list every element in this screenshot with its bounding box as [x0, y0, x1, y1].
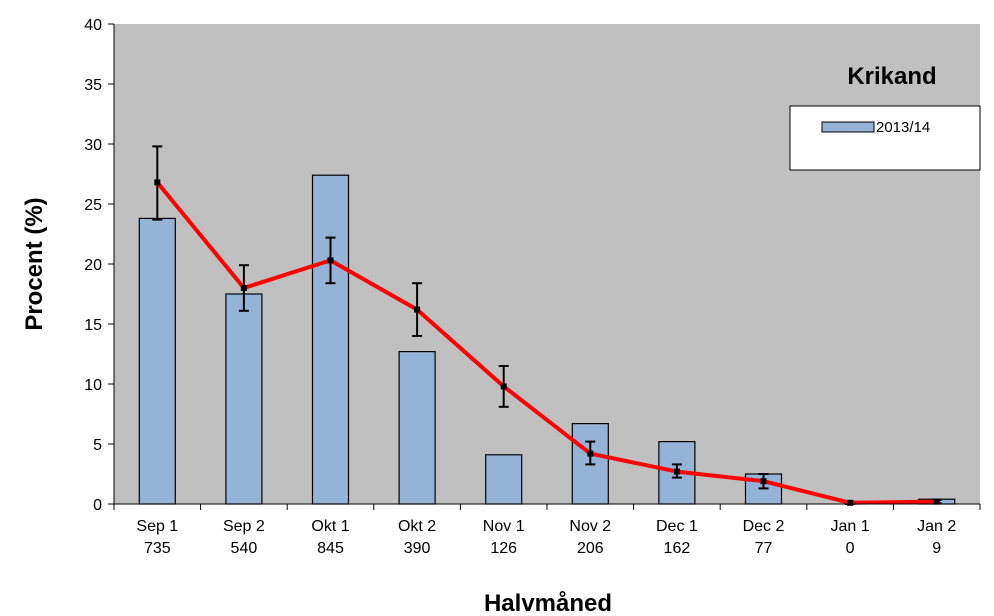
- x-tick-count-1: 540: [231, 540, 258, 557]
- y-tick-label-1: 5: [93, 437, 102, 454]
- chart-title: Krikand: [847, 63, 936, 90]
- x-tick-label-0: Sep 1: [136, 518, 178, 535]
- y-tick-label-4: 20: [84, 257, 102, 274]
- bar-1: [225, 293, 263, 505]
- y-tick-label-8: 40: [84, 17, 102, 34]
- x-tick-label-3: Okt 2: [398, 518, 436, 535]
- line-point-6: [673, 468, 680, 475]
- line-point-8: [847, 499, 854, 506]
- x-tick-count-3: 390: [404, 540, 431, 557]
- line-point-2: [327, 257, 334, 264]
- x-tick-count-7: 77: [755, 540, 773, 557]
- line-point-9: [933, 498, 940, 505]
- y-tick-label-3: 15: [84, 317, 102, 334]
- bar-3: [398, 351, 436, 505]
- bar-2: [311, 174, 350, 505]
- line-point-1: [240, 285, 247, 291]
- x-tick-count-2: 845: [317, 540, 344, 557]
- x-tick-label-9: Jan 2: [917, 518, 956, 535]
- x-tick-count-0: 735: [144, 540, 171, 557]
- line-point-0: [154, 179, 161, 186]
- bar-0: [138, 217, 176, 505]
- x-tick-count-5: 206: [577, 540, 604, 557]
- x-tick-label-4: Nov 1: [483, 518, 525, 535]
- x-tick-label-7: Dec 2: [743, 518, 785, 535]
- legend-label: 2013/14: [876, 119, 930, 136]
- y-tick-label-6: 30: [84, 137, 102, 154]
- x-tick-count-6: 162: [664, 540, 691, 557]
- x-tick-label-5: Nov 2: [569, 518, 611, 535]
- y-axis-title: Procent (%): [21, 197, 48, 330]
- y-tick-label-7: 35: [84, 77, 102, 94]
- x-tick-label-8: Jan 1: [831, 518, 870, 535]
- y-axis: 0 5 10 15 20 25 30 35 40: [84, 17, 115, 514]
- x-tick-count-4: 126: [490, 540, 517, 557]
- x-tick-count-8: 0: [846, 540, 855, 557]
- legend-box: [789, 105, 981, 171]
- y-tick-label-2: 10: [84, 377, 102, 394]
- series-line: [155, 181, 937, 505]
- legend-swatch: [821, 121, 875, 133]
- x-axis: Sep 1 735 Sep 2 540 Okt 1 845 Okt 2 390 Nov 1 126…: [113, 503, 981, 557]
- x-axis-title: Halvmåned: [484, 590, 612, 616]
- y-tick-label-0: 0: [93, 497, 102, 514]
- line-point-5: [587, 450, 594, 457]
- x-tick-label-2: Okt 1: [311, 518, 349, 535]
- line-point-4: [500, 383, 507, 390]
- legend: 2013/14: [789, 105, 981, 171]
- x-tick-count-9: 9: [932, 540, 941, 557]
- x-tick-label-1: Sep 2: [223, 518, 265, 535]
- x-tick-label-6: Dec 1: [656, 518, 698, 535]
- line-markers: [154, 179, 940, 506]
- bar-4: [485, 454, 523, 505]
- line-point-3: [414, 306, 421, 313]
- y-tick-label-5: 25: [84, 197, 102, 214]
- line-point-7: [760, 478, 767, 485]
